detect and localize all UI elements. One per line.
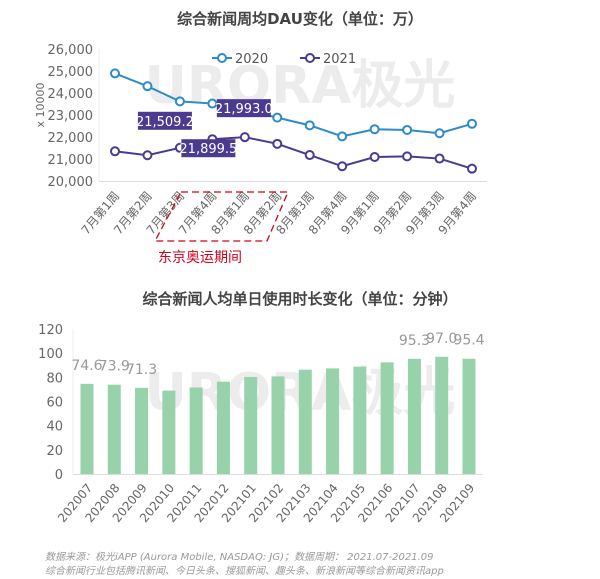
bar-202012 bbox=[216, 381, 230, 474]
bar-y-tick-label: 20 bbox=[46, 444, 63, 459]
point-2021 bbox=[467, 163, 477, 174]
data-label: 21,509.2 bbox=[136, 115, 194, 130]
bar-data-label: 95.4 bbox=[453, 333, 484, 349]
bar-202011 bbox=[189, 387, 203, 474]
legend-marker-2020 bbox=[217, 53, 227, 63]
bar-202103 bbox=[298, 369, 312, 474]
point-2020 bbox=[207, 98, 218, 109]
bar-y-tick-label: 40 bbox=[46, 420, 63, 435]
point-2021 bbox=[272, 138, 283, 149]
point-2020 bbox=[272, 112, 283, 123]
point-2020 bbox=[402, 124, 413, 135]
bar-y-tick-label: 80 bbox=[46, 371, 63, 386]
point-2020 bbox=[467, 118, 477, 129]
y-tick-label: 26,000 bbox=[48, 43, 94, 58]
point-2020 bbox=[110, 68, 120, 79]
bar-y-tick-label: 60 bbox=[46, 396, 63, 411]
bar-202008 bbox=[107, 384, 121, 474]
watermark: URORA极光 bbox=[145, 56, 456, 116]
data-label-box bbox=[181, 139, 236, 158]
annotation-label: 东京奥运期间 bbox=[158, 249, 242, 266]
bar-202106 bbox=[380, 362, 394, 474]
footer-source: 数据来源：极光iAPP (Aurora Mobile, NASDAQ: JG)；… bbox=[45, 552, 434, 563]
y-tick-label: 24,000 bbox=[48, 87, 94, 102]
point-2021 bbox=[304, 150, 315, 161]
point-2020 bbox=[174, 96, 185, 107]
bar-y-tick-label: 120 bbox=[38, 323, 63, 338]
series-line-2020 bbox=[114, 72, 473, 138]
bar-202107 bbox=[407, 358, 421, 474]
data-label: 21,993.0 bbox=[215, 102, 273, 117]
data-label-box bbox=[216, 99, 271, 118]
point-2020 bbox=[369, 124, 380, 135]
bar-202010 bbox=[162, 390, 176, 474]
point-2020 bbox=[142, 81, 153, 92]
bar-data-label: 97.0 bbox=[426, 331, 457, 347]
series-line-2021 bbox=[114, 136, 473, 170]
bar-202009 bbox=[135, 387, 149, 474]
point-2021 bbox=[337, 161, 348, 172]
point-2020 bbox=[337, 131, 348, 142]
footer-scope: 综合新闻行业包括腾讯新闻、今日头条、搜狐新闻、趣头条、新浪新闻等综合新闻资讯ap… bbox=[45, 566, 444, 577]
point-2021 bbox=[434, 153, 445, 164]
bar-202108 bbox=[435, 356, 449, 474]
bar-data-label: 74.6 bbox=[71, 358, 102, 374]
legend-label: 2020 bbox=[235, 52, 268, 67]
point-2021 bbox=[239, 132, 250, 143]
bar-data-label: 73.9 bbox=[99, 359, 130, 375]
annotation-box bbox=[153, 191, 289, 242]
point-2021 bbox=[369, 152, 380, 163]
bar-202109 bbox=[462, 358, 476, 474]
bar-202105 bbox=[353, 366, 367, 474]
y-tick-label: 22,000 bbox=[48, 131, 94, 146]
point-2020 bbox=[434, 128, 445, 139]
bar-202101 bbox=[244, 376, 258, 474]
bar-y-tick-label: 0 bbox=[55, 468, 63, 483]
y-axis-label: x 10000 bbox=[34, 82, 47, 127]
legend-label: 2021 bbox=[323, 52, 356, 67]
line-chart-title: 综合新闻周均DAU变化（单位：万） bbox=[177, 10, 423, 28]
bar-chart-title: 综合新闻人均单日使用时长变化（单位：分钟） bbox=[142, 290, 458, 308]
bar-data-label: 95.3 bbox=[399, 333, 430, 349]
data-label: 21,899.5 bbox=[179, 142, 237, 157]
bar-202104 bbox=[326, 368, 340, 474]
y-tick-label: 25,000 bbox=[48, 65, 94, 80]
data-label-box bbox=[137, 111, 192, 130]
bar-y-tick-label: 100 bbox=[38, 347, 63, 362]
legend-marker-2021 bbox=[305, 53, 315, 63]
bar-data-label: 71.3 bbox=[126, 362, 157, 378]
point-2020 bbox=[304, 120, 315, 131]
y-tick-label: 20,000 bbox=[48, 175, 94, 190]
point-2021 bbox=[110, 146, 120, 157]
bar-202007 bbox=[80, 383, 94, 474]
point-2021 bbox=[402, 151, 413, 162]
y-tick-label: 23,000 bbox=[48, 109, 94, 124]
point-2021 bbox=[142, 150, 153, 161]
y-tick-label: 21,000 bbox=[48, 153, 94, 168]
bar-202102 bbox=[271, 376, 285, 474]
